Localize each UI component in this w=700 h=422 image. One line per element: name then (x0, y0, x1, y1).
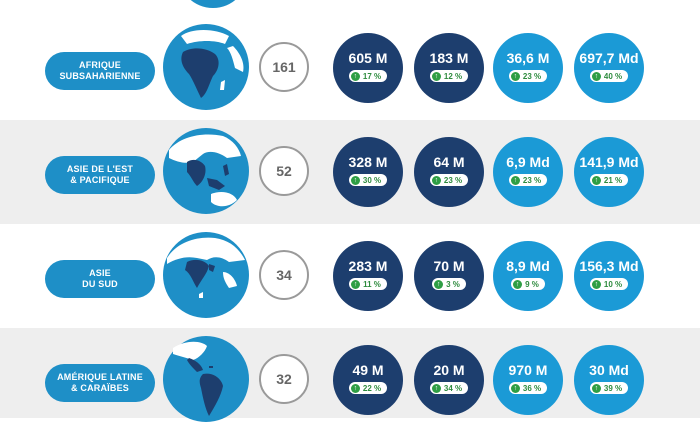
metric-value: 49 M (352, 362, 384, 378)
region-row-south-asia: ASIE DU SUD 34 283 M ↑ 11 % 70 M ↑ 3 % 8,9… (0, 224, 700, 328)
change-badge: ↑ 3 % (432, 278, 466, 290)
arrow-up-icon: ↑ (513, 279, 523, 289)
change-value: 23 % (522, 175, 542, 185)
metric-circle: 8,9 Md ↑ 9 % (493, 241, 563, 311)
metric-value: 64 M (433, 154, 465, 170)
metric-value: 8,9 Md (506, 258, 550, 274)
arrow-up-icon: ↑ (431, 383, 441, 393)
globe-icon (163, 336, 249, 422)
change-value: 3 % (446, 279, 460, 289)
change-badge: ↑ 36 % (508, 382, 548, 394)
globe-icon (163, 128, 249, 214)
metric-value: 697,7 Md (579, 50, 639, 66)
change-value: 10 % (603, 279, 623, 289)
arrow-up-icon: ↑ (350, 71, 360, 81)
metric-circle: 970 M ↑ 36 % (493, 345, 563, 415)
change-badge: ↑ 9 % (511, 278, 545, 290)
region-row-latin-america-caribbean: AMÉRIQUE LATINE & CARAÏBES 32 49 M ↑ 22 %… (0, 328, 700, 422)
region-row-subsaharan-africa: AFRIQUE SUBSAHARIENNE 161 605 M ↑ 17 % 18… (0, 16, 700, 120)
arrow-up-icon: ↑ (434, 279, 444, 289)
arrow-up-icon: ↑ (510, 383, 520, 393)
arrow-up-icon: ↑ (591, 71, 601, 81)
change-badge: ↑ 17 % (348, 70, 388, 82)
change-badge: ↑ 21 % (589, 174, 629, 186)
change-value: 34 % (443, 383, 463, 393)
change-value: 22 % (362, 383, 382, 393)
metric-circle: 36,6 M ↑ 23 % (493, 33, 563, 103)
metric-circle: 283 M ↑ 11 % (333, 241, 403, 311)
metric-circle: 49 M ↑ 22 % (333, 345, 403, 415)
metric-circle: 64 M ↑ 23 % (414, 137, 484, 207)
change-value: 39 % (603, 383, 623, 393)
globe-icon (163, 24, 249, 110)
metric-circle: 20 M ↑ 34 % (414, 345, 484, 415)
metric-circle: 156,3 Md ↑ 10 % (574, 241, 644, 311)
arrow-up-icon: ↑ (510, 71, 520, 81)
top-globe-partial (178, 0, 248, 8)
region-label: ASIE DU SUD (45, 260, 155, 298)
arrow-up-icon: ↑ (510, 175, 520, 185)
metric-circle: 141,9 Md ↑ 21 % (574, 137, 644, 207)
country-count: 32 (259, 354, 309, 404)
change-value: 30 % (362, 175, 382, 185)
metric-value: 283 M (348, 258, 388, 274)
globe-icon (163, 232, 249, 318)
country-count: 52 (259, 146, 309, 196)
metric-value: 141,9 Md (579, 154, 639, 170)
metric-value: 70 M (433, 258, 465, 274)
change-badge: ↑ 34 % (429, 382, 469, 394)
metric-value: 605 M (348, 50, 388, 66)
change-value: 11 % (363, 279, 381, 289)
region-label: AFRIQUE SUBSAHARIENNE (45, 52, 155, 90)
arrow-up-icon: ↑ (431, 71, 441, 81)
change-value: 23 % (522, 71, 542, 81)
metric-value: 6,9 Md (506, 154, 550, 170)
region-label: AMÉRIQUE LATINE & CARAÏBES (45, 364, 155, 402)
change-value: 23 % (443, 175, 463, 185)
change-badge: ↑ 10 % (589, 278, 629, 290)
metric-value: 30 Md (589, 362, 629, 378)
arrow-up-icon: ↑ (591, 175, 601, 185)
change-value: 36 % (522, 383, 542, 393)
change-value: 40 % (603, 71, 623, 81)
metric-circle: 697,7 Md ↑ 40 % (574, 33, 644, 103)
country-count: 161 (259, 42, 309, 92)
change-badge: ↑ 30 % (348, 174, 388, 186)
change-badge: ↑ 23 % (429, 174, 469, 186)
change-value: 21 % (603, 175, 623, 185)
metric-circle: 183 M ↑ 12 % (414, 33, 484, 103)
change-badge: ↑ 23 % (508, 70, 548, 82)
metric-value: 156,3 Md (579, 258, 639, 274)
region-row-east-asia-pacific: ASIE DE L'EST & PACIFIQUE 52 328 M ↑ 30 %… (0, 120, 700, 224)
arrow-up-icon: ↑ (350, 175, 360, 185)
change-badge: ↑ 40 % (589, 70, 629, 82)
arrow-up-icon: ↑ (591, 279, 601, 289)
arrow-up-icon: ↑ (431, 175, 441, 185)
metric-value: 328 M (348, 154, 388, 170)
arrow-up-icon: ↑ (350, 383, 360, 393)
change-badge: ↑ 11 % (349, 278, 387, 290)
country-count: 34 (259, 250, 309, 300)
metric-circle: 328 M ↑ 30 % (333, 137, 403, 207)
metric-circle: 70 M ↑ 3 % (414, 241, 484, 311)
change-badge: ↑ 23 % (508, 174, 548, 186)
metric-value: 970 M (508, 362, 548, 378)
change-value: 17 % (362, 71, 382, 81)
metric-circle: 605 M ↑ 17 % (333, 33, 403, 103)
metric-circle: 30 Md ↑ 39 % (574, 345, 644, 415)
metric-value: 183 M (429, 50, 469, 66)
metric-value: 36,6 M (506, 50, 550, 66)
metric-circle: 6,9 Md ↑ 23 % (493, 137, 563, 207)
region-label: ASIE DE L'EST & PACIFIQUE (45, 156, 155, 194)
metric-value: 20 M (433, 362, 465, 378)
arrow-up-icon: ↑ (591, 383, 601, 393)
arrow-up-icon: ↑ (351, 279, 361, 289)
change-badge: ↑ 22 % (348, 382, 388, 394)
change-badge: ↑ 39 % (589, 382, 629, 394)
change-value: 9 % (525, 279, 539, 289)
change-value: 12 % (443, 71, 463, 81)
change-badge: ↑ 12 % (429, 70, 469, 82)
